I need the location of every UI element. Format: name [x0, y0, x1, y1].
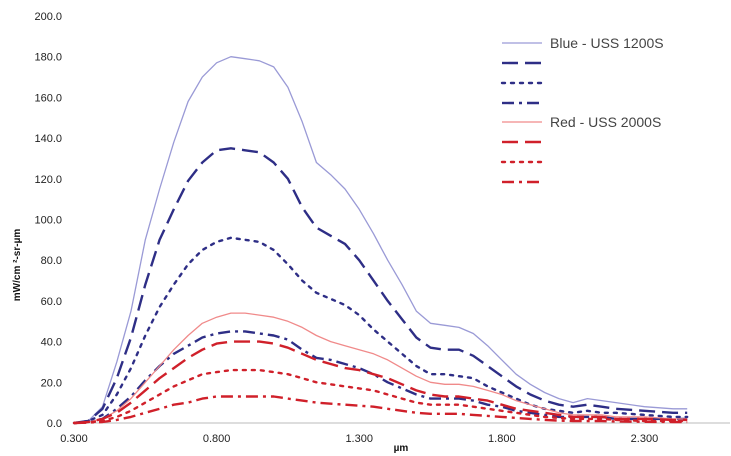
- y-tick-label: 100.0: [34, 215, 62, 227]
- x-tick-label: 1.800: [488, 433, 516, 445]
- series-line-1: [73, 56, 688, 424]
- y-tick-label: 20.0: [41, 377, 62, 389]
- legend: Blue - USS 1200S Red - USS 2000S: [500, 35, 664, 184]
- y-tick-label: 160.0: [34, 92, 62, 104]
- series-line-2: [73, 147, 688, 425]
- y-axis-title: mW/cm ²-sr-µm: [12, 229, 23, 302]
- series-line-3: [72, 236, 689, 425]
- series-line-8: [73, 395, 688, 425]
- y-tick-label: 140.0: [34, 133, 62, 145]
- y-tick-label: 200.0: [34, 11, 62, 23]
- x-axis-ticks: 0.300 0.800 1.300 1.800 2.300: [60, 433, 658, 445]
- legend-label-1: Blue - USS 1200S: [550, 35, 664, 51]
- series-line-6: [73, 340, 688, 425]
- x-tick-label: 2.300: [631, 433, 659, 445]
- x-axis-title: µm: [394, 443, 409, 454]
- y-tick-label: 120.0: [34, 174, 62, 186]
- y-tick-label: 0.0: [47, 418, 62, 430]
- x-tick-label: 0.300: [60, 433, 88, 445]
- y-tick-label: 180.0: [34, 52, 62, 64]
- y-tick-label: 40.0: [41, 337, 62, 349]
- series-line-7: [72, 368, 689, 425]
- x-tick-label: 1.300: [345, 433, 373, 445]
- y-tick-label: 80.0: [41, 255, 62, 267]
- y-tick-label: 60.0: [41, 296, 62, 308]
- x-tick-label: 0.800: [203, 433, 231, 445]
- y-axis-ticks: 0.0 20.0 40.0 60.0 80.0 100.0 120.0 140.0 160.0 1…: [34, 11, 62, 430]
- legend-label-5: Red - USS 2000S: [550, 114, 661, 130]
- series-line-4: [73, 330, 688, 425]
- series-line-5: [73, 312, 688, 424]
- series-lines: [72, 56, 689, 425]
